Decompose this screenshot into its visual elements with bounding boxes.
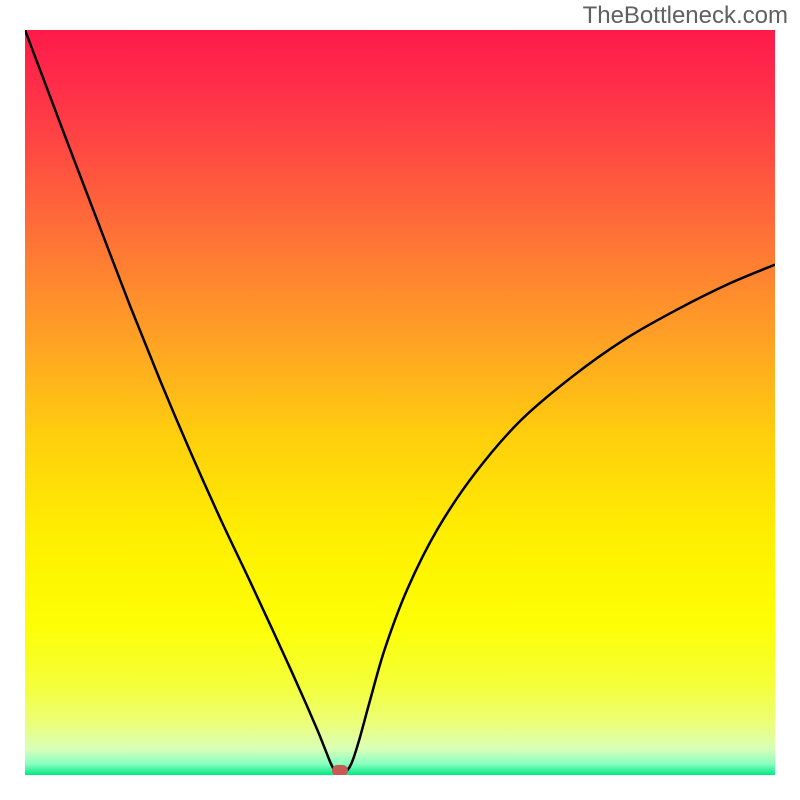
chart-container: TheBottleneck.com (0, 0, 800, 800)
watermark-text: TheBottleneck.com (583, 2, 788, 30)
optimal-point-marker (332, 765, 348, 775)
chart-plot-area (25, 30, 775, 775)
bottleneck-curve (25, 30, 775, 775)
